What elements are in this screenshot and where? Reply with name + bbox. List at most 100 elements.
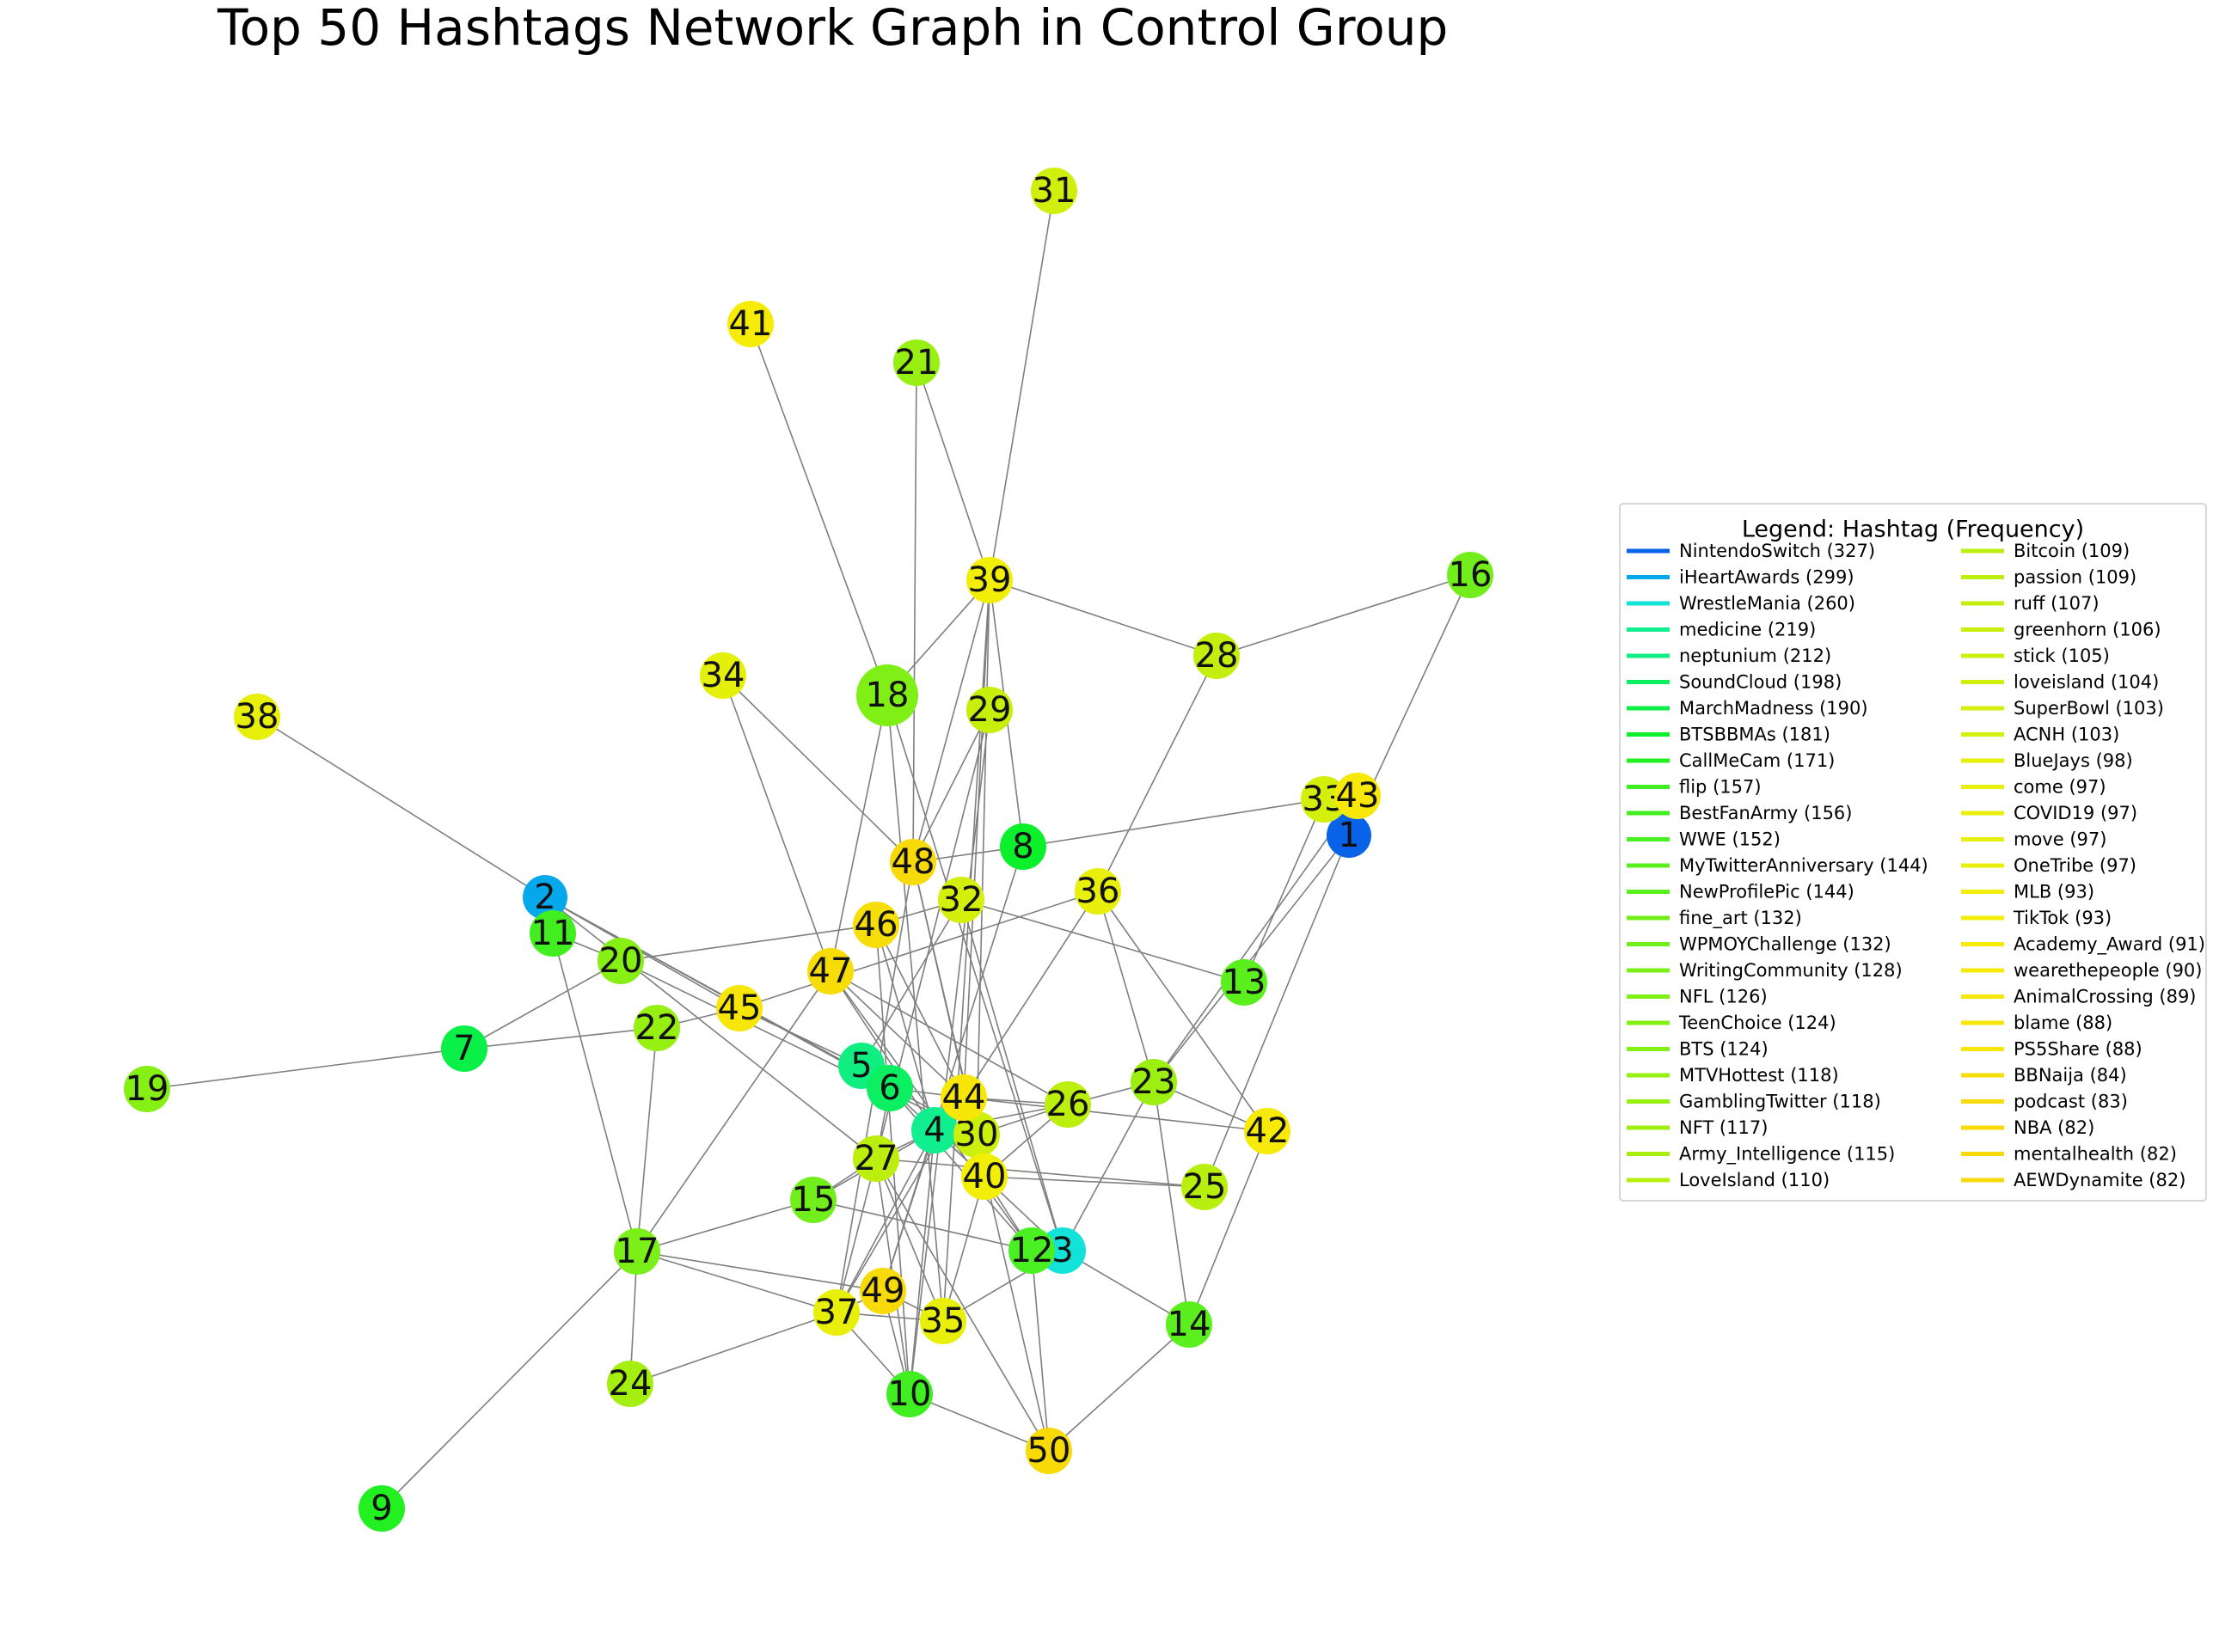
edge-34-48 bbox=[722, 675, 914, 863]
legend-entry: iHeartAwards (299) bbox=[1627, 567, 1854, 588]
legend-entry: loveisland (104) bbox=[1961, 672, 2159, 693]
edge-7-22 bbox=[463, 1027, 658, 1049]
legend-entry: passion (109) bbox=[1961, 567, 2136, 588]
edge-18-41 bbox=[750, 323, 888, 696]
node-label-30: 30 bbox=[955, 1115, 999, 1154]
node-label-21: 21 bbox=[895, 343, 939, 382]
edge-20-30 bbox=[620, 960, 978, 1135]
legend-entry: greenhorn (106) bbox=[1961, 620, 2161, 640]
node-29: 29 bbox=[966, 687, 1013, 733]
node-circle-25 bbox=[1181, 1164, 1228, 1210]
edge-33-13 bbox=[1243, 798, 1325, 983]
legend-label: WWE (152) bbox=[1679, 829, 1781, 850]
node-label-35: 35 bbox=[922, 1301, 966, 1341]
node-label-25: 25 bbox=[1183, 1167, 1227, 1207]
node-circle-21 bbox=[893, 340, 940, 386]
legend-entry: stick (105) bbox=[1961, 646, 2110, 666]
legend-label: TeenChoice (124) bbox=[1678, 1013, 1836, 1033]
node-circle-45 bbox=[716, 985, 763, 1031]
node-4: 4 bbox=[911, 1107, 958, 1153]
edge-4-10 bbox=[909, 1129, 935, 1395]
legend-entry: MarchMadness (190) bbox=[1627, 698, 1868, 719]
legend-entry: BTS (124) bbox=[1627, 1039, 1769, 1060]
legend: Legend: Hashtag (Frequency) NintendoSwit… bbox=[1619, 503, 2207, 1202]
edge-14-42 bbox=[1188, 1130, 1268, 1325]
node-circle-35 bbox=[920, 1298, 966, 1344]
legend-entry: NBA (82) bbox=[1961, 1117, 2094, 1138]
node-40: 40 bbox=[961, 1153, 1008, 1200]
node-label-14: 14 bbox=[1168, 1305, 1211, 1344]
edge-46-4 bbox=[875, 924, 935, 1131]
node-38: 38 bbox=[234, 694, 280, 740]
node-label-6: 6 bbox=[879, 1068, 900, 1108]
node-circle-10 bbox=[886, 1371, 933, 1417]
legend-label: move (97) bbox=[2014, 829, 2106, 850]
node-21: 21 bbox=[893, 340, 940, 386]
legend-label: flip (157) bbox=[1679, 777, 1762, 798]
nodes-layer: 1234567891011121314151617181920212223242… bbox=[124, 168, 1493, 1532]
legend-entry: BestFanArmy (156) bbox=[1627, 803, 1853, 823]
edge-12-50 bbox=[1031, 1250, 1050, 1452]
legend-label: WrestleMania (260) bbox=[1679, 593, 1855, 614]
node-37: 37 bbox=[813, 1289, 860, 1336]
node-label-23: 23 bbox=[1132, 1062, 1176, 1102]
legend-label: LoveIsland (110) bbox=[1679, 1170, 1830, 1190]
chart-title: Top 50 Hashtags Network Graph in Control… bbox=[217, 0, 1448, 57]
legend-entry: PS5Share (88) bbox=[1961, 1039, 2143, 1060]
legend-label: WritingCommunity (128) bbox=[1679, 960, 1903, 981]
node-label-10: 10 bbox=[888, 1374, 932, 1414]
edge-18-47 bbox=[830, 694, 888, 972]
node-12: 12 bbox=[1008, 1227, 1055, 1274]
node-43: 43 bbox=[1334, 773, 1381, 819]
legend-label: SuperBowl (103) bbox=[2014, 698, 2164, 719]
edge-27-25 bbox=[875, 1158, 1205, 1188]
node-42: 42 bbox=[1244, 1108, 1290, 1154]
node-label-40: 40 bbox=[963, 1157, 1007, 1196]
node-49: 49 bbox=[860, 1268, 906, 1314]
legend-entry: NFL (126) bbox=[1627, 987, 1768, 1007]
legend-entry: COVID19 (97) bbox=[1961, 803, 2137, 823]
node-label-18: 18 bbox=[866, 676, 910, 715]
edge-2-38 bbox=[256, 716, 546, 898]
legend-label: fine_art (132) bbox=[1679, 908, 1802, 929]
node-31: 31 bbox=[1031, 168, 1077, 214]
legend-entry: MyTwitterAnniversary (144) bbox=[1627, 855, 1928, 876]
node-15: 15 bbox=[790, 1177, 837, 1223]
node-circle-22 bbox=[634, 1005, 680, 1051]
node-45: 45 bbox=[716, 985, 763, 1031]
node-46: 46 bbox=[853, 902, 899, 948]
node-label-31: 31 bbox=[1033, 171, 1076, 211]
legend-entry: GamblingTwitter (118) bbox=[1627, 1092, 1881, 1112]
node-circle-26 bbox=[1045, 1081, 1091, 1128]
edge-10-50 bbox=[909, 1393, 1050, 1452]
node-label-16: 16 bbox=[1449, 555, 1493, 595]
node-14: 14 bbox=[1166, 1301, 1212, 1348]
legend-label: BTS (124) bbox=[1679, 1039, 1769, 1060]
legend-entry: mentalhealth (82) bbox=[1961, 1144, 2177, 1165]
node-19: 19 bbox=[124, 1066, 170, 1112]
edge-29-10 bbox=[909, 709, 990, 1395]
node-label-28: 28 bbox=[1195, 636, 1239, 676]
node-label-49: 49 bbox=[861, 1271, 905, 1311]
legend-entry: flip (157) bbox=[1627, 777, 1762, 798]
node-1: 1 bbox=[1327, 813, 1371, 858]
edge-1-23 bbox=[1153, 835, 1350, 1083]
legend-label: CallMeCam (171) bbox=[1679, 750, 1835, 771]
node-circle-48 bbox=[890, 839, 936, 885]
node-circle-7 bbox=[441, 1025, 487, 1072]
node-24: 24 bbox=[607, 1361, 653, 1407]
node-circle-13 bbox=[1221, 959, 1267, 1006]
legend-label: Army_Intelligence (115) bbox=[1679, 1144, 1895, 1166]
node-circle-44 bbox=[941, 1074, 987, 1121]
legend-label: GamblingTwitter (118) bbox=[1679, 1092, 1881, 1112]
node-2: 2 bbox=[523, 875, 567, 920]
edge-47-26 bbox=[830, 970, 1069, 1105]
legend-label: mentalhealth (82) bbox=[2014, 1144, 2177, 1165]
node-7: 7 bbox=[441, 1025, 487, 1072]
edge-14-3 bbox=[1062, 1250, 1190, 1325]
node-label-38: 38 bbox=[236, 697, 279, 737]
legend-label: neptunium (212) bbox=[1679, 646, 1831, 666]
node-circle-37 bbox=[813, 1289, 860, 1336]
legend-label: BlueJays (98) bbox=[2014, 750, 2133, 771]
edge-17-47 bbox=[636, 970, 831, 1252]
